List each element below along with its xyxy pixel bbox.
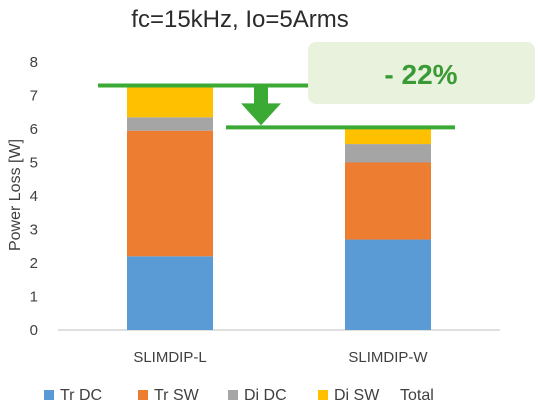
y-tick-label: 3 [30,222,38,239]
bar-segment [127,117,213,131]
y-tick-label: 5 [30,155,38,172]
category-label: SLIMDIP-W [348,349,428,366]
bar-segment [345,239,431,330]
legend: Tr DC Tr SW Di DC Di SW Total [44,387,434,404]
category-labels: SLIMDIP-L SLIMDIP-W [133,349,428,366]
legend-swatch [44,390,54,400]
legend-label: Di SW [334,387,380,404]
legend-label: Total [400,387,434,404]
bar-segment [127,85,213,118]
legend-swatch [228,390,238,400]
y-tick-label: 8 [30,54,38,71]
category-label: SLIMDIP-L [133,349,206,366]
bar-segment [345,162,431,240]
y-axis-ticks: 0 1 2 3 4 5 6 7 8 [30,54,38,339]
total-lines [98,83,455,130]
callout-box [308,42,535,104]
y-tick-label: 0 [30,322,38,339]
bar-segment [345,127,431,145]
down-arrow-icon [241,87,281,126]
y-tick-label: 2 [30,255,38,272]
legend-label: Di DC [244,387,287,404]
y-tick-label: 7 [30,88,38,105]
down-arrow [241,87,281,126]
y-tick-label: 6 [30,121,38,138]
chart-title: fc=15kHz, Io=5Arms [131,6,349,33]
legend-label: Tr DC [60,387,102,404]
bar-segment [127,130,213,257]
legend-label: Tr SW [154,387,200,404]
bar-segment [127,256,213,330]
reduction-callout: - 22% [308,42,535,104]
legend-swatch [318,390,328,400]
callout-text: - 22% [384,59,457,90]
bar-segment [345,144,431,163]
y-tick-label: 1 [30,289,38,306]
bars [127,85,431,330]
y-axis-title: Power Loss [W] [7,139,24,251]
y-tick-label: 4 [30,188,38,205]
legend-swatch [138,390,148,400]
